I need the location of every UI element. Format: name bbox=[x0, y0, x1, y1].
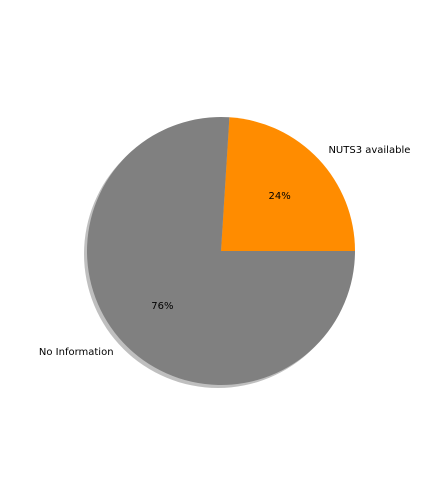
pie-slice-no-information bbox=[86, 116, 355, 385]
pct-label-nuts3-available: 24% bbox=[268, 191, 290, 202]
pie-slice-nuts3-available bbox=[221, 117, 355, 251]
slice-label-no-information: No Information bbox=[39, 347, 114, 358]
pie-labels: NUTS3 available 24% No Information 76% bbox=[39, 145, 411, 358]
slice-label-nuts3-available: NUTS3 available bbox=[328, 145, 410, 156]
pct-label-no-information: 76% bbox=[151, 301, 173, 312]
pie-slices bbox=[86, 116, 355, 385]
